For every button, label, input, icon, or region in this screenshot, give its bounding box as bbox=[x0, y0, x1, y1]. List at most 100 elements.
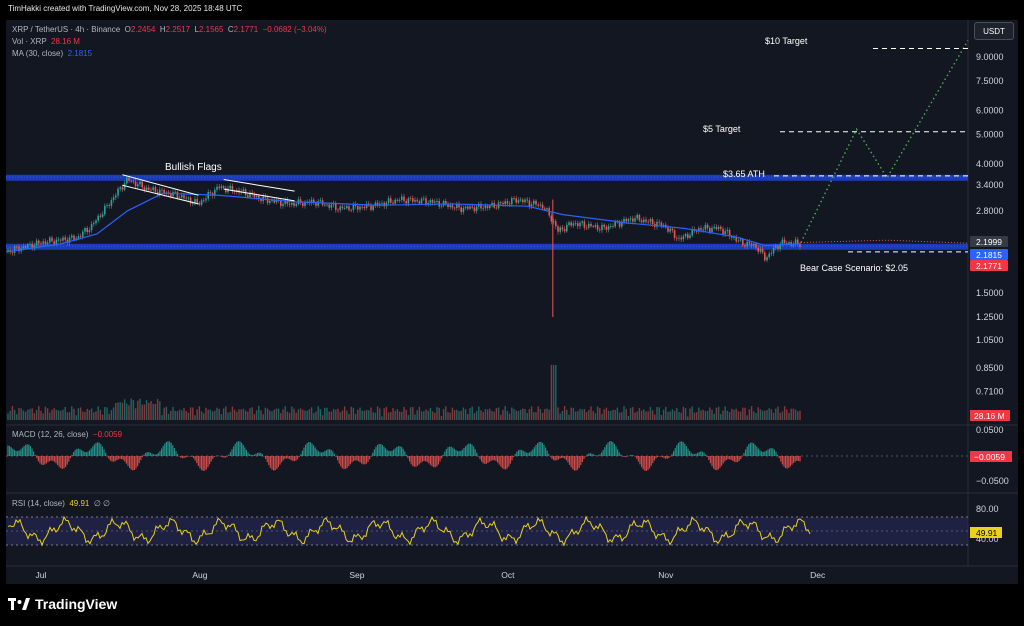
candle-body-56 bbox=[130, 180, 132, 182]
volume-bar-180 bbox=[403, 406, 405, 420]
macd-bar-383 bbox=[620, 454, 622, 456]
currency-button[interactable]: USDT bbox=[974, 22, 1014, 40]
volume-bar-88 bbox=[200, 411, 203, 420]
macd-bar-213 bbox=[348, 456, 350, 467]
volume-bar-349 bbox=[775, 408, 777, 420]
candle-body-101 bbox=[229, 185, 231, 189]
volume-bar-141 bbox=[317, 406, 319, 420]
macd-bar-270 bbox=[439, 456, 441, 462]
volume-bar-125 bbox=[282, 409, 284, 420]
volume-bar-60 bbox=[139, 398, 141, 420]
macd-bar-99 bbox=[165, 441, 167, 456]
candle-body-329 bbox=[731, 236, 733, 238]
volume-bar-106 bbox=[240, 409, 242, 420]
price-axis-tick-5: 3.4000 bbox=[976, 180, 1004, 190]
candle-body-59 bbox=[137, 184, 139, 187]
volume-bar-263 bbox=[585, 412, 588, 420]
volume-bar-161 bbox=[361, 410, 363, 420]
volume-bar-209 bbox=[467, 413, 469, 420]
volume-bar-30 bbox=[73, 408, 75, 420]
macd-bar-373 bbox=[604, 447, 606, 456]
macd-bar-276 bbox=[449, 446, 451, 456]
macd-bar-15 bbox=[31, 448, 33, 456]
macd-label[interactable]: MACD (12, 26, close) bbox=[12, 430, 89, 439]
volume-bar-73 bbox=[167, 413, 170, 420]
candle-body-201 bbox=[449, 205, 451, 208]
macd-bar-399 bbox=[645, 456, 647, 471]
volume-bar-152 bbox=[341, 410, 344, 420]
macd-bar-117 bbox=[194, 456, 196, 461]
macd-bar-338 bbox=[548, 453, 550, 456]
candle-body-321 bbox=[713, 226, 715, 228]
volume-bar-179 bbox=[401, 411, 403, 420]
macd-bar-14 bbox=[29, 446, 31, 456]
ma-label[interactable]: MA (30, close) bbox=[12, 49, 64, 58]
volume-bar-6 bbox=[20, 408, 22, 420]
macd-bar-68 bbox=[116, 456, 118, 461]
volume-bar-358 bbox=[794, 409, 797, 420]
macd-bar-233 bbox=[380, 444, 382, 456]
volume-bar-226 bbox=[504, 406, 506, 420]
macd-bar-416 bbox=[673, 451, 675, 456]
macd-bar-83 bbox=[140, 456, 142, 461]
candle-body-35 bbox=[84, 228, 86, 232]
macd-bar-21 bbox=[41, 456, 43, 465]
volume-bar-343 bbox=[761, 410, 764, 420]
candle-body-197 bbox=[440, 205, 443, 207]
candle-body-151 bbox=[339, 206, 341, 211]
candle-body-155 bbox=[348, 206, 350, 211]
rsi-label[interactable]: RSI (14, close) bbox=[12, 499, 65, 508]
volume-bar-269 bbox=[599, 408, 601, 420]
candle-body-345 bbox=[766, 257, 768, 261]
candle-body-83 bbox=[189, 197, 192, 204]
volume-bar-205 bbox=[458, 411, 460, 420]
macd-bar-73 bbox=[124, 456, 126, 462]
macd-bar-208 bbox=[340, 456, 342, 467]
candle-body-181 bbox=[405, 200, 407, 204]
macd-bar-487 bbox=[786, 456, 788, 469]
candle-body-247 bbox=[550, 215, 553, 222]
volume-bar-172 bbox=[385, 406, 388, 420]
volume-bar-303 bbox=[673, 410, 676, 420]
macd-bar-1 bbox=[9, 446, 11, 456]
volume-bar-294 bbox=[654, 414, 656, 420]
macd-bar-285 bbox=[463, 448, 465, 456]
candle-body-7 bbox=[22, 246, 25, 249]
macd-bar-30 bbox=[55, 456, 57, 464]
candle-body-17 bbox=[44, 241, 47, 245]
macd-bar-207 bbox=[338, 456, 340, 464]
candle-body-289 bbox=[643, 219, 645, 223]
macd-bar-167 bbox=[274, 456, 276, 471]
symbol-label[interactable]: XRP / TetherUS · 4h · Binance bbox=[12, 25, 121, 34]
macd-bar-351 bbox=[569, 456, 571, 465]
macd-bar-7 bbox=[18, 450, 20, 456]
volume-bar-103 bbox=[233, 409, 236, 420]
macd-bar-419 bbox=[677, 442, 679, 456]
macd-bar-186 bbox=[305, 444, 307, 456]
macd-bar-5 bbox=[15, 450, 17, 456]
tradingview-logo[interactable]: TradingView bbox=[8, 596, 117, 612]
volume-bar-122 bbox=[275, 408, 278, 420]
volume-label[interactable]: Vol · XRP bbox=[12, 37, 47, 46]
macd-bar-225 bbox=[367, 456, 369, 462]
volume-bar-132 bbox=[297, 409, 300, 420]
macd-bar-313 bbox=[508, 456, 510, 467]
zone-0 bbox=[6, 174, 968, 181]
macd-bar-35 bbox=[63, 456, 65, 469]
volume-bar-76 bbox=[174, 410, 176, 420]
candle-body-272 bbox=[605, 226, 608, 230]
volume-bar-124 bbox=[280, 413, 282, 420]
volume-bar-281 bbox=[625, 408, 627, 420]
macd-bar-255 bbox=[415, 456, 417, 467]
macd-bar-453 bbox=[732, 456, 734, 461]
volume-bar-11 bbox=[31, 408, 33, 420]
volume-bar-331 bbox=[735, 408, 737, 420]
candle-body-175 bbox=[392, 202, 394, 204]
macd-bar-293 bbox=[476, 452, 478, 456]
macd-tag-bg bbox=[970, 451, 1012, 462]
candle-body-240 bbox=[535, 200, 537, 205]
volume-bar-329 bbox=[731, 408, 733, 420]
macd-bar-380 bbox=[615, 446, 617, 456]
macd-bar-41 bbox=[73, 452, 75, 456]
